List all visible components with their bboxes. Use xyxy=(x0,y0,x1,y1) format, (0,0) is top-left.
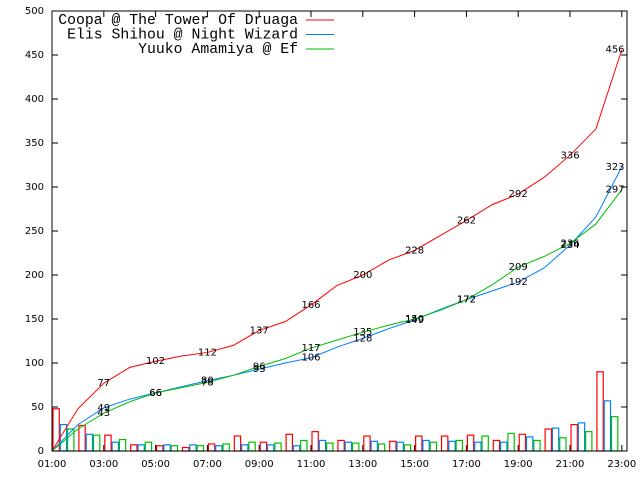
x-tick-label: 15:00 xyxy=(400,459,429,470)
value-label: 292 xyxy=(509,189,528,200)
x-tick-label: 09:00 xyxy=(245,459,274,470)
value-label: 262 xyxy=(457,215,476,226)
x-tick-label: 03:00 xyxy=(89,459,118,470)
value-label: 172 xyxy=(457,295,476,306)
y-tick-label: 100 xyxy=(25,358,44,369)
value-label: 137 xyxy=(250,325,269,336)
value-label: 149 xyxy=(405,315,424,326)
series-line xyxy=(51,49,623,452)
y-tick-label: 0 xyxy=(38,446,44,457)
value-label: 228 xyxy=(405,245,424,256)
value-label: 236 xyxy=(560,238,579,249)
value-label: 234 xyxy=(560,240,579,251)
value-label: 336 xyxy=(560,150,579,161)
y-tick-label: 50 xyxy=(31,402,44,413)
series-line xyxy=(51,166,623,452)
legend-label: Yuuko Amamiya @ Ef xyxy=(138,42,298,58)
value-label: 456 xyxy=(605,45,624,56)
value-label: 102 xyxy=(146,356,165,367)
value-label: 49 xyxy=(97,403,110,414)
value-label: 78 xyxy=(201,377,214,388)
value-label: 172 xyxy=(457,295,476,306)
value-label: 66 xyxy=(149,388,162,399)
y-tick-label: 400 xyxy=(25,94,44,105)
value-label: 150 xyxy=(405,314,424,325)
value-label: 43 xyxy=(97,408,110,419)
value-label: 209 xyxy=(509,262,528,273)
value-label: 93 xyxy=(253,364,266,375)
legend-label: Elis Shihou @ Night Wizard xyxy=(67,27,298,43)
y-tick-label: 250 xyxy=(25,226,44,237)
value-label: 166 xyxy=(301,300,320,311)
value-label: 192 xyxy=(509,277,528,288)
value-label: 135 xyxy=(353,327,372,338)
value-label: 200 xyxy=(353,270,372,281)
y-tick-label: 150 xyxy=(25,314,44,325)
y-tick-label: 350 xyxy=(25,138,44,149)
value-label: 80 xyxy=(201,376,214,387)
plot-frame xyxy=(51,10,628,452)
x-tick-label: 11:00 xyxy=(297,459,326,470)
series-line xyxy=(51,189,623,452)
value-label: 96 xyxy=(253,362,266,373)
y-tick-label: 500 xyxy=(25,6,44,17)
x-tick-label: 23:00 xyxy=(607,459,636,470)
y-tick-label: 300 xyxy=(25,182,44,193)
x-tick-label: 19:00 xyxy=(504,459,533,470)
value-label: 323 xyxy=(605,162,624,173)
legend-label: Coopa @ The Tower Of Druaga xyxy=(58,13,298,29)
value-label: 128 xyxy=(353,333,372,344)
value-label: 297 xyxy=(605,185,624,196)
y-tick-label: 200 xyxy=(25,270,44,281)
y-tick-label: 450 xyxy=(25,50,44,61)
x-tick-label: 07:00 xyxy=(193,459,222,470)
x-tick-label: 21:00 xyxy=(556,459,585,470)
x-tick-label: 05:00 xyxy=(141,459,170,470)
value-label: 66 xyxy=(149,388,162,399)
value-label: 106 xyxy=(301,353,320,364)
x-tick-label: 01:00 xyxy=(38,459,67,470)
x-tick-label: 17:00 xyxy=(452,459,481,470)
value-label: 77 xyxy=(97,378,110,389)
value-label: 117 xyxy=(301,343,320,354)
value-label: 112 xyxy=(198,347,217,358)
x-tick-label: 13:00 xyxy=(348,459,377,470)
